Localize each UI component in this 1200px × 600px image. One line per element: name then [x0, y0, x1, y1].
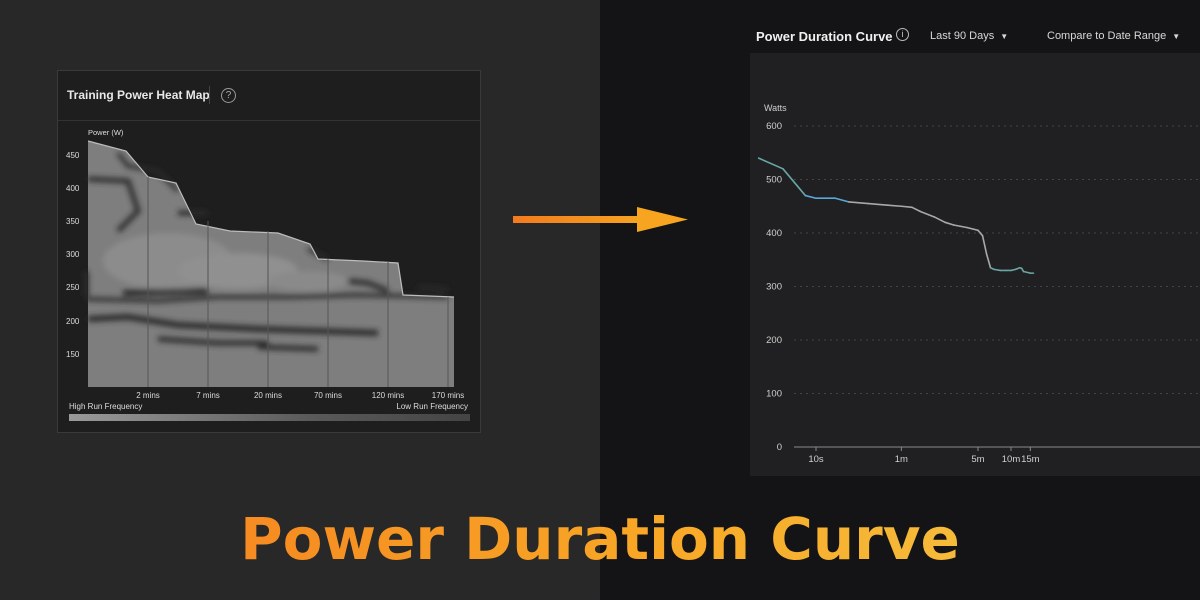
info-icon[interactable]: i [896, 28, 909, 41]
pdc-line-segment [886, 204, 903, 208]
pdc-line-segment [952, 224, 969, 229]
compare-dropdown[interactable]: Compare to Date Range ▼ [1047, 30, 1180, 42]
question-circle-icon[interactable]: ? [221, 88, 236, 103]
pdc-line-segment [981, 234, 988, 256]
pdc-y-tick: 600 [766, 121, 782, 132]
pdc-line-segment [900, 205, 913, 209]
heatmap-x-tick: 20 mins [254, 391, 282, 400]
heatmap-card: Training Power Heat Map ? [57, 70, 481, 433]
pdc-y-tick: 200 [766, 335, 782, 346]
legend-low-frequency: Low Run Frequency [396, 402, 468, 411]
pdc-x-tick: 10s [808, 454, 824, 465]
pdc-line-segment [1022, 270, 1032, 274]
pdc-y-tick: 100 [766, 389, 782, 400]
pdc-line-segment [867, 202, 889, 206]
pdc-x-tick: 15m [1021, 454, 1040, 465]
heatmap-x-tick: 120 mins [372, 391, 404, 400]
pdc-x-tick: 10m [1002, 454, 1021, 465]
frequency-gradient-bar [69, 414, 470, 421]
chevron-down-icon: ▼ [1172, 32, 1181, 41]
range-dropdown-label: Last 90 Days [930, 30, 995, 42]
heatmap-y-label: Power (W) [88, 128, 124, 137]
pdc-y-axis-label: Watts [764, 103, 787, 113]
pdc-y-tick: 0 [777, 442, 782, 453]
chevron-down-icon: ▼ [1000, 32, 1009, 41]
heatmap-y-tick: 450 [66, 151, 80, 160]
pdc-line-segment [977, 229, 984, 237]
pdc-y-tick: 300 [766, 282, 782, 293]
heatmap-y-tick: 200 [66, 317, 80, 326]
heatmap-y-tick: 300 [66, 250, 80, 259]
pdc-line-segment [848, 201, 870, 205]
arrow-right-icon [513, 207, 688, 232]
compare-dropdown-label: Compare to Date Range [1047, 30, 1167, 42]
pdc-line-segment [834, 197, 850, 203]
range-dropdown[interactable]: Last 90 Days ▼ [930, 30, 1008, 42]
card-divider [58, 120, 480, 121]
pdc-title: Power Duration Curve [756, 29, 893, 44]
banner-title: Power Duration Curve [0, 505, 1200, 573]
title-separator [209, 86, 210, 104]
heatmap-y-tick: 350 [66, 217, 80, 226]
pdc-line-segment [985, 253, 992, 269]
heatmap-x-tick: 70 mins [314, 391, 342, 400]
heatmap-y-tick: 250 [66, 283, 80, 292]
pdc-line-segment [757, 157, 784, 170]
heatmap-title: Training Power Heat Map [67, 88, 210, 102]
pdc-line-segment [966, 226, 979, 232]
heatmap-y-tick: 400 [66, 184, 80, 193]
heatmap-x-tick: 170 mins [432, 391, 464, 400]
pdc-x-tick: 5m [971, 454, 984, 465]
pdc-x-tick: 1m [895, 454, 908, 465]
heatmap-x-tick: 7 mins [196, 391, 220, 400]
pdc-line-segment [944, 221, 955, 226]
heatmap-x-tick: 2 mins [136, 391, 160, 400]
pdc-chart-panel [750, 53, 1200, 476]
legend-high-frequency: High Run Frequency [69, 402, 143, 411]
pdc-line-segment [993, 268, 1002, 272]
heatmap-plot: Power (W) 450 400 350 300 250 200 150 2 mins 7 … [66, 128, 464, 400]
pdc-line-segment [804, 194, 817, 200]
pdc-line-segment [782, 168, 807, 197]
pdc-y-tick: 500 [766, 175, 782, 186]
heatmap-y-tick: 150 [66, 350, 80, 359]
pdc-y-tick: 400 [766, 228, 782, 239]
pdc-line-segment [919, 210, 936, 218]
pdc-line-segment [911, 206, 922, 213]
pdc-chart: Watts 600 500 400 300 200 100 0 10s 1m 5m 10m 15m [757, 103, 1200, 465]
pdc-line-segment [933, 216, 946, 224]
